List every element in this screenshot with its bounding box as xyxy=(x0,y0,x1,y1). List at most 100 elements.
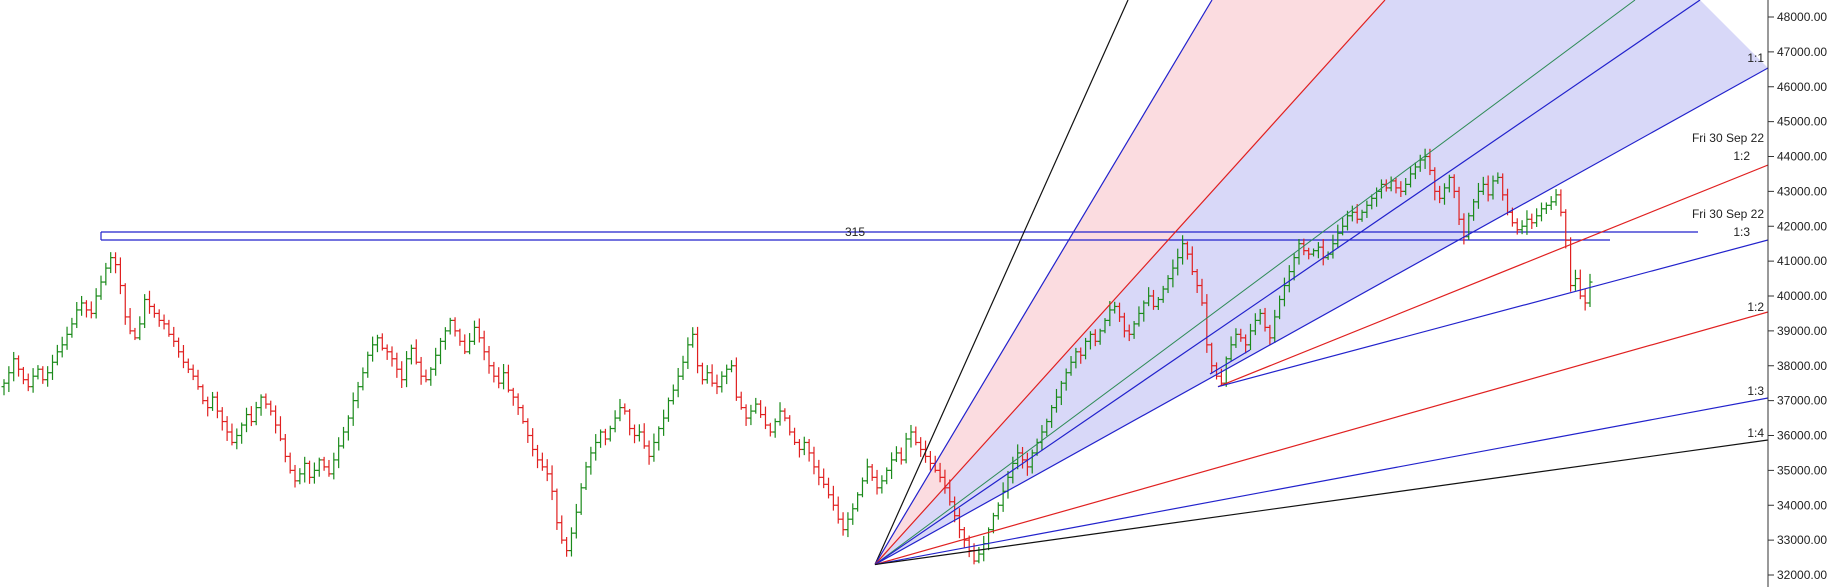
ohlc-bar xyxy=(656,426,662,451)
ohlc-bar xyxy=(1180,235,1186,265)
ohlc-bar xyxy=(568,527,574,557)
ohlc-bar xyxy=(554,488,560,530)
fan-line-blue xyxy=(874,67,1768,566)
ohlc-bar xyxy=(1534,208,1540,227)
ohlc-bar xyxy=(1412,162,1418,180)
ohlc-bar xyxy=(433,347,439,376)
ohlc-bar xyxy=(855,492,861,512)
ohlc-bar xyxy=(1495,172,1501,184)
ohlc-bar xyxy=(598,429,604,448)
ohlc-bar xyxy=(374,334,380,353)
ohlc-bar xyxy=(1044,418,1050,437)
ohlc-bar xyxy=(423,369,429,383)
ohlc-bar xyxy=(699,362,705,385)
ohlc-bar xyxy=(1049,405,1055,428)
ohlc-bar xyxy=(1228,336,1234,361)
ohlc-bar xyxy=(273,405,279,434)
y-tick-label: 32000.00 xyxy=(1777,568,1827,582)
fan-label-right-1-3: 1:3 xyxy=(1733,225,1750,239)
ohlc-bar xyxy=(622,403,628,415)
ohlc-bar xyxy=(641,423,647,449)
ohlc-bar xyxy=(1456,186,1462,226)
ohlc-bar xyxy=(408,344,414,365)
ohlc-bar xyxy=(903,432,909,464)
y-axis: 32000.00 33000.00 34000.00 35000.00 36000.00… xyxy=(1767,0,1827,587)
ohlc-bar xyxy=(1272,309,1278,343)
ohlc-bar xyxy=(1209,342,1215,374)
fan-date-label: Fri 30 Sep 22 xyxy=(1692,207,1764,221)
ohlc-bar xyxy=(263,393,269,409)
ohlc-bar xyxy=(1480,176,1486,195)
ohlc-bar xyxy=(1441,183,1447,205)
ohlc-bar xyxy=(947,479,953,506)
ohlc-bar xyxy=(214,391,220,419)
ohlc-bar xyxy=(1369,194,1375,210)
ohlc-bar xyxy=(1378,179,1384,199)
ohlc-bar xyxy=(1437,185,1443,204)
y-tick-label: 44000.00 xyxy=(1777,150,1827,164)
ohlc-bar xyxy=(1383,179,1389,192)
ohlc-bar xyxy=(884,467,890,485)
ohlc-bar xyxy=(248,406,254,427)
ohlc-bar xyxy=(321,456,327,471)
ohlc-bar xyxy=(1020,446,1026,469)
ohlc-bar xyxy=(117,257,123,295)
ohlc-bar xyxy=(185,358,191,374)
ohlc-bar xyxy=(995,502,1001,520)
fan-line-blue xyxy=(1209,349,1251,375)
horizontal-lines: 315 xyxy=(100,225,1698,241)
ohlc-bar xyxy=(1136,306,1142,327)
ohlc-bar xyxy=(874,469,880,495)
ohlc-bar xyxy=(1408,166,1414,188)
ohlc-bar xyxy=(559,515,565,544)
ohlc-bar xyxy=(1417,154,1423,172)
fan-line-red xyxy=(874,311,1768,566)
ohlc-bar xyxy=(394,352,400,378)
ohlc-bar xyxy=(234,428,240,450)
ohlc-bar xyxy=(50,354,56,380)
ohlc-bar xyxy=(1257,308,1263,325)
y-tick-label: 35000.00 xyxy=(1777,463,1827,477)
ohlc-bar xyxy=(665,397,671,422)
ohlc-bar xyxy=(835,496,841,524)
ohlc-bar xyxy=(428,367,434,386)
ohlc-bar xyxy=(1092,329,1098,347)
ohlc-bar xyxy=(210,391,216,411)
ohlc-bar xyxy=(379,333,385,351)
ohlc-bar xyxy=(282,433,288,463)
fan-line-black xyxy=(874,439,1768,566)
ohlc-bar xyxy=(1102,318,1108,334)
y-tick-label: 41000.00 xyxy=(1777,254,1827,268)
ohlc-bar xyxy=(583,461,589,490)
ohlc-bar xyxy=(670,384,676,405)
ohlc-bar xyxy=(404,351,410,388)
ohlc-bar xyxy=(612,410,618,433)
ohlc-bar xyxy=(98,275,104,300)
fan-label-1-4: 1:4 xyxy=(1747,426,1764,440)
ohlc-bar xyxy=(1524,210,1530,235)
ohlc-bar xyxy=(685,337,691,369)
ohlc-bar xyxy=(40,366,46,384)
ohlc-bar xyxy=(505,364,511,393)
ohlc-bar xyxy=(16,355,22,377)
y-tick-label: 43000.00 xyxy=(1777,184,1827,198)
y-tick-label: 38000.00 xyxy=(1777,359,1827,373)
ohlc-bar xyxy=(30,368,36,393)
y-tick-label: 37000.00 xyxy=(1777,394,1827,408)
ohlc-bar xyxy=(88,301,94,319)
fan-labels: 1:1 1:2 1:3 1:4 Fri 30 Sep 22 1:2 Fri 30 Sep 2… xyxy=(1692,51,1764,440)
ohlc-bar xyxy=(1184,241,1190,260)
fan-fills xyxy=(875,0,1768,565)
ohlc-bar xyxy=(748,404,754,426)
fan-line-red xyxy=(1217,164,1768,388)
ohlc-bar xyxy=(680,355,686,380)
ohlc-bar xyxy=(525,418,531,443)
ohlc-bar xyxy=(714,374,720,395)
ohlc-bar xyxy=(341,426,347,449)
ohlc-bar xyxy=(1189,246,1195,276)
ohlc-bar xyxy=(147,290,153,314)
ohlc-bar xyxy=(792,427,798,445)
ohlc-bar xyxy=(302,456,308,483)
ohlc-bar xyxy=(171,326,177,347)
ohlc-bar xyxy=(840,512,846,536)
